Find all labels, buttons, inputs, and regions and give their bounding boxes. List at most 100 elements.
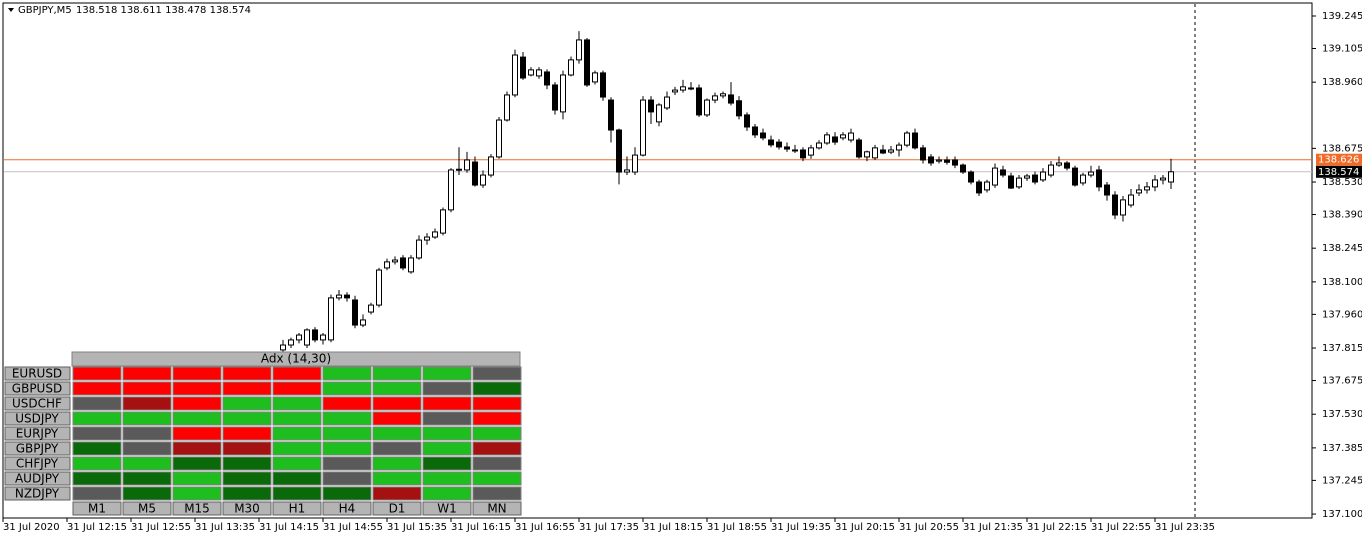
signal-cell: [422, 411, 472, 426]
candle-body: [712, 95, 718, 101]
candle-body: [968, 171, 974, 183]
signal-cell: [122, 471, 172, 486]
candle-body: [1024, 175, 1030, 179]
signal-cell: [72, 486, 122, 501]
x-tick-label: 31 Jul 20:55: [899, 522, 959, 533]
candle-body: [360, 319, 366, 326]
candle-body: [344, 294, 350, 299]
candle-body: [648, 99, 654, 113]
signal-cell: [172, 456, 222, 471]
row-label-bg: [4, 396, 71, 411]
x-tick-label: 31 Jul 18:55: [707, 522, 767, 533]
candle-body: [1136, 189, 1142, 194]
row-label-bg: [4, 366, 71, 381]
candle-body: [824, 134, 830, 144]
candle-body: [544, 71, 550, 86]
signal-cell: [222, 396, 272, 411]
price-label-bg: [1316, 165, 1362, 178]
candle-body: [1088, 171, 1094, 176]
signal-cell: [222, 426, 272, 441]
candle-body: [1000, 169, 1006, 176]
signal-cell: [272, 441, 322, 456]
signal-cell: [422, 486, 472, 501]
signal-cell: [372, 381, 422, 396]
signal-cell: [172, 366, 222, 381]
signal-cell: [472, 471, 522, 486]
candle-body: [568, 59, 574, 76]
candle-body: [760, 132, 766, 139]
x-tick-label: 31 Jul 22:15: [1027, 522, 1087, 533]
signal-cell: [472, 486, 522, 501]
candle-body: [608, 99, 614, 131]
x-tick-label: 31 Jul 12:15: [67, 522, 127, 533]
signal-cell: [422, 426, 472, 441]
y-tick-label: 138.245: [1322, 243, 1362, 254]
signal-cell: [372, 366, 422, 381]
y-tick-label: 138.100: [1322, 277, 1362, 288]
candle-body: [288, 339, 294, 346]
candle-body: [464, 159, 470, 171]
signal-cell: [422, 396, 472, 411]
price-label: 138.574: [1318, 167, 1359, 178]
y-tick-label: 139.105: [1322, 44, 1362, 55]
candle-body: [1112, 194, 1118, 216]
signal-cell: [122, 441, 172, 456]
candle-body: [696, 87, 702, 116]
x-tick-label: 31 Jul 14:55: [323, 522, 383, 533]
signal-cell: [172, 471, 222, 486]
signal-cell: [322, 411, 372, 426]
row-label-bg: [4, 486, 71, 501]
signal-cell: [422, 441, 472, 456]
candle-body: [872, 147, 878, 159]
signal-cell: [222, 411, 272, 426]
candle-body: [472, 161, 478, 186]
x-tick-label: 31 Jul 20:15: [835, 522, 895, 533]
menu-arrow[interactable]: [8, 8, 14, 12]
y-tick-label: 137.960: [1322, 309, 1362, 320]
signal-cell: [472, 381, 522, 396]
signal-cell: [372, 441, 422, 456]
candle-body: [808, 147, 814, 156]
price-label-bg: [1316, 153, 1362, 166]
y-tick-label: 138.530: [1322, 177, 1362, 188]
candle-body: [520, 56, 526, 79]
candle-body: [480, 174, 486, 186]
candle-body: [536, 69, 542, 77]
candle-body: [456, 168, 462, 171]
signal-cell: [322, 426, 372, 441]
candle-body: [488, 156, 494, 176]
candle-body: [408, 257, 414, 273]
candle-body: [312, 329, 318, 341]
candle-body: [1040, 171, 1046, 181]
x-tick-label: 31 Jul 23:35: [1155, 522, 1215, 533]
x-tick-label: 31 Jul 2020: [3, 522, 60, 533]
candle-body: [720, 93, 726, 97]
x-tick-label: 31 Jul 16:15: [451, 522, 511, 533]
signal-cell: [72, 411, 122, 426]
candle-body: [752, 126, 758, 136]
column-label: M1: [88, 502, 106, 516]
row-label-bg: [4, 456, 71, 471]
row-label: CHFJPY: [16, 457, 59, 471]
signal-cell: [272, 426, 322, 441]
signal-cell: [272, 366, 322, 381]
signal-cell: [422, 471, 472, 486]
x-tick-label: 31 Jul 13:35: [195, 522, 255, 533]
signal-cell: [322, 396, 372, 411]
signal-cell: [222, 456, 272, 471]
row-label-bg: [4, 471, 71, 486]
candle-body: [432, 231, 438, 238]
y-tick-label: 138.390: [1322, 210, 1362, 221]
signal-cell: [422, 456, 472, 471]
y-tick-label: 137.530: [1322, 409, 1362, 420]
x-tick-label: 31 Jul 12:55: [131, 522, 191, 533]
row-label: NZDJPY: [15, 487, 60, 501]
candle-body: [304, 329, 310, 346]
candle-body: [352, 299, 358, 326]
candle-body: [672, 89, 678, 93]
y-tick-label: 137.675: [1322, 376, 1362, 387]
candle-body: [416, 239, 422, 259]
signal-cell: [72, 426, 122, 441]
column-label: D1: [389, 502, 406, 516]
